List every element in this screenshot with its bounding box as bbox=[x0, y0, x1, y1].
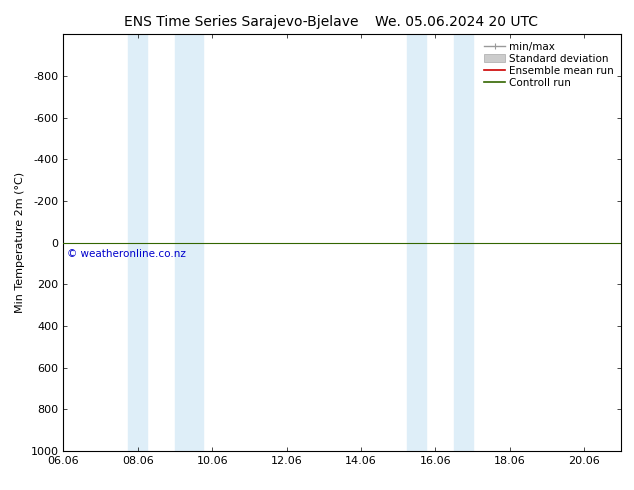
Bar bbox=[454, 34, 472, 451]
Text: © weatheronline.co.nz: © weatheronline.co.nz bbox=[67, 249, 186, 259]
Text: ENS Time Series Sarajevo-Bjelave: ENS Time Series Sarajevo-Bjelave bbox=[124, 15, 358, 29]
Text: We. 05.06.2024 20 UTC: We. 05.06.2024 20 UTC bbox=[375, 15, 538, 29]
Legend: min/max, Standard deviation, Ensemble mean run, Controll run: min/max, Standard deviation, Ensemble me… bbox=[480, 37, 618, 92]
Bar bbox=[175, 34, 203, 451]
Y-axis label: Min Temperature 2m (°C): Min Temperature 2m (°C) bbox=[15, 172, 25, 313]
Bar bbox=[129, 34, 147, 451]
Bar bbox=[408, 34, 426, 451]
